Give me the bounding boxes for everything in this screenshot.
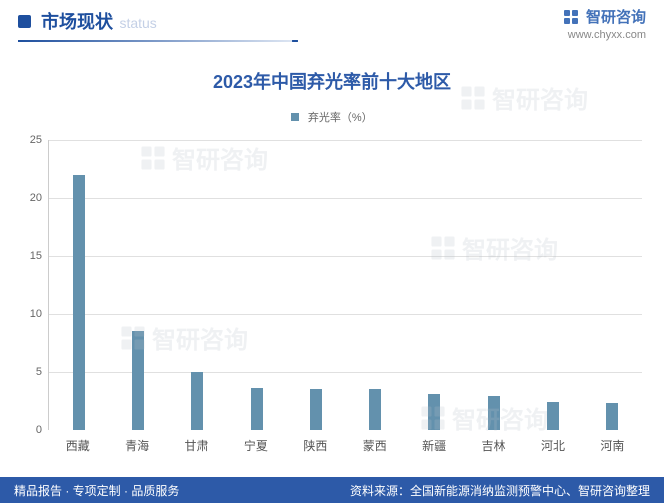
x-label: 西藏 [48,437,107,454]
section-title: 市场现状 [41,12,113,32]
brand-logo-icon [562,8,580,26]
header-underline [18,40,298,42]
x-label: 河北 [523,437,582,454]
y-axis: 0510152025 [22,140,48,430]
bar-group [345,140,404,430]
footer: 精品报告 · 专项定制 · 品质服务 资料来源：全国新能源消纳监测预警中心、智研… [0,477,664,503]
y-tick: 25 [30,134,42,146]
bar-group [168,140,227,430]
legend-label: 弃光率（%） [308,112,373,124]
chart-title: 2023年中国弃光率前十大地区 [0,68,664,94]
brand: 智研咨询 [562,6,646,27]
bar-group [523,140,582,430]
y-tick: 20 [30,192,42,204]
y-tick: 10 [30,308,42,320]
x-label: 蒙西 [345,437,404,454]
header-left: 市场现状 status [18,0,157,34]
header-bullet-icon [18,15,31,28]
footer-right: 资料来源：全国新能源消纳监测预警中心、智研咨询整理 [350,482,650,499]
bar [132,331,144,430]
bar-group [49,140,108,430]
header-right: 智研咨询 www.chyxx.com [562,0,646,41]
x-label: 甘肃 [167,437,226,454]
bar [488,396,500,430]
y-tick: 0 [36,424,42,436]
x-label: 宁夏 [226,437,285,454]
y-tick: 15 [30,250,42,262]
bar-group [286,140,345,430]
chart-legend: 弃光率（%） [0,108,664,126]
x-label: 新疆 [404,437,463,454]
x-label: 青海 [107,437,166,454]
x-label: 吉林 [464,437,523,454]
bar-group [405,140,464,430]
bar [251,388,263,430]
bar-group [227,140,286,430]
bar [191,372,203,430]
bar [310,389,322,430]
chart-area: 0510152025 西藏青海甘肃宁夏陕西蒙西新疆吉林河北河南 [22,140,642,460]
bar-group [464,140,523,430]
bar [73,175,85,430]
plot-area [48,140,642,430]
bar-group [108,140,167,430]
x-label: 陕西 [286,437,345,454]
legend-swatch-icon [291,113,299,121]
y-tick: 5 [36,366,42,378]
bar-group [583,140,642,430]
footer-left: 精品报告 · 专项定制 · 品质服务 [14,482,179,499]
section-subtitle: status [119,15,156,31]
bar [547,402,559,430]
brand-name: 智研咨询 [586,6,646,27]
x-axis-labels: 西藏青海甘肃宁夏陕西蒙西新疆吉林河北河南 [48,437,642,454]
bar [369,389,381,430]
bar [428,394,440,430]
bar [606,403,618,430]
x-label: 河南 [583,437,642,454]
brand-url: www.chyxx.com [562,29,646,41]
